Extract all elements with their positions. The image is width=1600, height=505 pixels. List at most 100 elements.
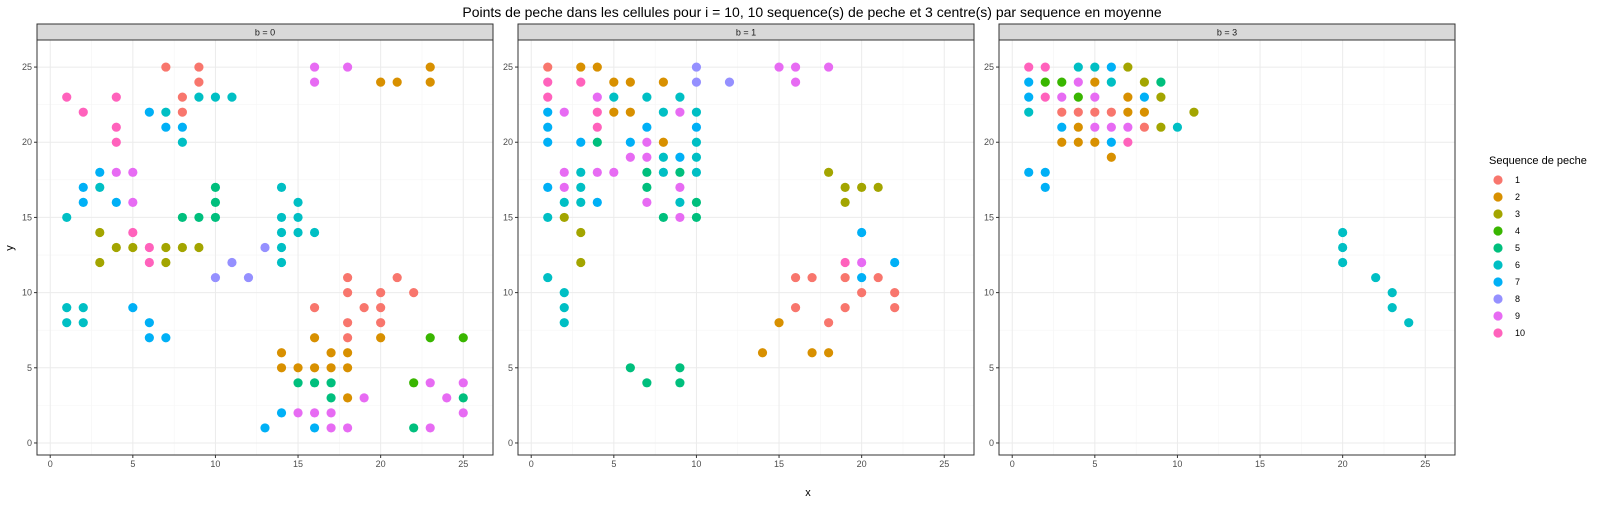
data-point (95, 227, 105, 238)
panel-background (518, 40, 974, 455)
data-point (1123, 107, 1133, 117)
facet-panel: b = 3 0 5 10 15 20 25 0 5 10 15 20 25 (984, 23, 1456, 469)
data-point (111, 167, 121, 177)
data-point (675, 92, 685, 102)
data-point (1139, 107, 1149, 117)
legend-label: 9 (1515, 311, 1520, 321)
data-point (675, 378, 685, 388)
data-point (543, 62, 553, 72)
data-point (543, 272, 553, 283)
y-tick-label: 5 (989, 363, 994, 373)
data-point (1090, 62, 1100, 72)
y-tick-label: 0 (27, 438, 32, 448)
data-point (326, 378, 336, 388)
data-point (592, 107, 602, 117)
data-point (658, 137, 668, 147)
data-point (1371, 272, 1381, 283)
data-point (194, 77, 204, 87)
data-point (326, 423, 336, 433)
data-point (592, 62, 602, 72)
data-point (642, 122, 652, 132)
data-point (1024, 77, 1034, 87)
data-point (807, 348, 817, 358)
data-point (177, 137, 187, 147)
data-point (210, 272, 221, 283)
legend-label: 10 (1515, 328, 1525, 338)
data-point (161, 242, 171, 253)
y-tick-label: 20 (22, 137, 32, 147)
data-point (857, 257, 867, 268)
data-point (691, 212, 702, 223)
legend-label: 8 (1515, 294, 1520, 304)
data-point (1387, 303, 1397, 313)
data-point (161, 333, 171, 343)
data-point (177, 242, 187, 253)
data-point (658, 77, 668, 87)
data-point (857, 182, 867, 192)
data-point (1073, 107, 1083, 117)
data-point (559, 318, 569, 328)
data-point (840, 182, 850, 192)
data-point (658, 167, 668, 177)
y-tick-label: 0 (508, 438, 513, 448)
data-point (1024, 92, 1034, 102)
data-point (177, 92, 187, 102)
data-point (95, 167, 105, 177)
data-point (1123, 92, 1133, 102)
data-point (625, 107, 635, 117)
panel-background (999, 40, 1455, 455)
data-point (276, 212, 287, 223)
data-point (376, 333, 386, 343)
x-tick-label: 10 (210, 459, 220, 469)
data-point (576, 137, 586, 147)
data-point (343, 393, 353, 403)
data-point (1040, 92, 1050, 102)
data-point (293, 197, 303, 207)
data-point (227, 257, 237, 268)
data-point (343, 62, 353, 72)
data-point (691, 77, 702, 87)
x-tick-label: 20 (857, 459, 867, 469)
data-point (359, 303, 369, 313)
data-point (309, 303, 320, 313)
data-point (78, 107, 88, 117)
data-point (392, 77, 402, 87)
data-point (873, 182, 883, 192)
data-point (642, 152, 652, 162)
data-point (95, 182, 105, 192)
data-point (276, 363, 287, 373)
data-point (642, 167, 652, 177)
data-point (890, 303, 900, 313)
data-point (691, 152, 702, 162)
data-point (543, 212, 553, 223)
data-point (458, 408, 468, 418)
legend-key (1493, 294, 1503, 304)
data-point (1156, 122, 1166, 132)
x-tick-label: 25 (939, 459, 949, 469)
x-axis-title: x (805, 487, 811, 499)
data-point (177, 107, 187, 117)
data-point (840, 197, 850, 207)
x-tick-label: 15 (774, 459, 784, 469)
x-tick-label: 20 (1338, 459, 1348, 469)
data-point (1090, 122, 1100, 132)
data-point (409, 378, 419, 388)
data-point (675, 212, 685, 223)
data-point (675, 152, 685, 162)
data-point (260, 242, 270, 253)
data-point (824, 62, 834, 72)
y-tick-label: 10 (984, 288, 994, 298)
data-point (642, 182, 652, 192)
data-point (326, 408, 336, 418)
data-point (144, 333, 154, 343)
x-tick-label: 25 (458, 459, 468, 469)
data-point (1139, 122, 1149, 132)
data-point (1073, 92, 1083, 102)
data-point (458, 333, 468, 343)
data-point (1073, 137, 1083, 147)
data-point (293, 408, 303, 418)
data-point (675, 182, 685, 192)
x-tick-label: 5 (1092, 459, 1097, 469)
data-point (559, 288, 569, 298)
data-point (128, 242, 138, 253)
